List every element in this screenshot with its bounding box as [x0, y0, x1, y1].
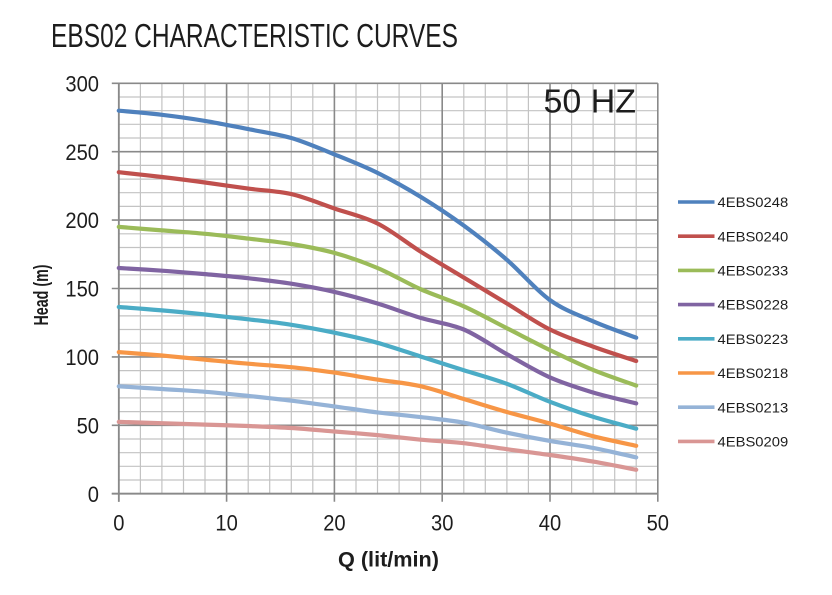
svg-text:30: 30: [431, 511, 453, 536]
svg-text:4EBS0233: 4EBS0233: [718, 263, 789, 279]
svg-text:200: 200: [65, 208, 99, 233]
svg-text:Head (m): Head (m): [31, 265, 53, 326]
svg-text:4EBS0213: 4EBS0213: [718, 399, 789, 415]
svg-text:Q (lit/min): Q (lit/min): [338, 549, 439, 572]
svg-text:EBS02 CHARACTERISTIC CURVES: EBS02 CHARACTERISTIC CURVES: [51, 17, 458, 54]
svg-text:4EBS0248: 4EBS0248: [718, 194, 789, 210]
svg-text:50: 50: [77, 413, 99, 438]
svg-text:40: 40: [539, 511, 561, 536]
svg-text:300: 300: [65, 71, 99, 96]
svg-text:4EBS0223: 4EBS0223: [718, 331, 789, 347]
svg-text:0: 0: [113, 511, 124, 536]
svg-text:4EBS0240: 4EBS0240: [718, 228, 789, 244]
svg-text:20: 20: [323, 511, 345, 536]
svg-text:100: 100: [65, 345, 99, 370]
svg-text:50 HZ: 50 HZ: [544, 83, 637, 120]
svg-text:250: 250: [65, 140, 99, 165]
svg-text:0: 0: [88, 482, 99, 507]
svg-text:10: 10: [215, 511, 237, 536]
svg-text:4EBS0209: 4EBS0209: [718, 434, 789, 450]
svg-text:150: 150: [65, 277, 99, 302]
svg-text:50: 50: [647, 511, 669, 536]
svg-text:4EBS0218: 4EBS0218: [718, 365, 789, 381]
svg-text:4EBS0228: 4EBS0228: [718, 297, 789, 313]
